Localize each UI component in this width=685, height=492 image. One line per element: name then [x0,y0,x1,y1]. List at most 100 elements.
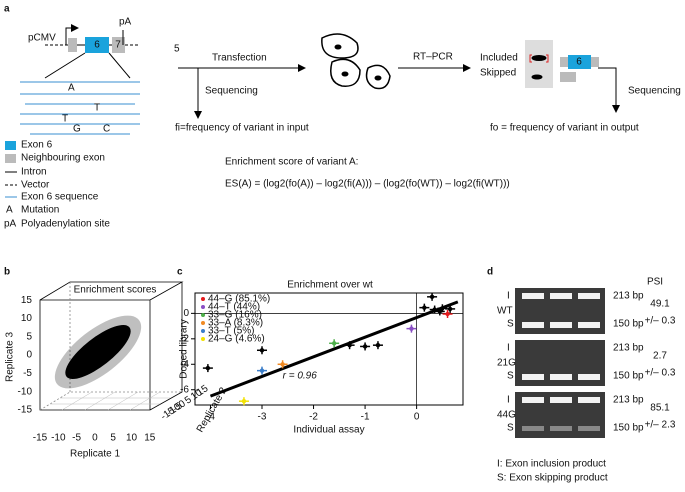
marker [375,342,381,348]
axis-label: Replicate 1 [70,449,120,460]
x-tick-label: 10 [126,433,138,444]
legend-symbol: pA [4,219,17,230]
panel-d-gels [515,288,605,438]
marker [429,294,435,300]
legend-symbol: A [6,205,13,216]
x-tick-label: -15 [33,433,48,444]
y-tick-label: 15 [21,295,33,306]
x-tick-label: -1 [361,412,370,423]
marker [432,307,437,312]
legend-label: Intron [21,167,47,178]
y-tick-label: 0 [183,308,189,319]
z-tick-label: 0 [177,398,188,410]
y-tick-label: 5 [26,331,32,342]
gel-label: Skipped [480,68,516,79]
x-tick-label: -4 [206,412,215,423]
step-label: RT–PCR [413,52,453,63]
point [257,366,267,375]
marker [347,342,352,348]
legend-label: Exon 6 [21,140,53,151]
psi-value: 85.1 [650,403,670,414]
polya: pA [119,17,132,28]
psi-error: +/– 0.3 [645,316,676,327]
y-tick-label: -6 [180,384,189,395]
x-tick-label: 5 [110,433,116,444]
mutation: C [103,124,110,135]
point [427,292,438,301]
size-label: 150 bp [613,371,644,382]
annotation: r = 0.96 [283,370,318,381]
exon-box: 6 [576,57,582,68]
legend-marker [201,329,205,333]
psi-value: 49.1 [650,299,670,310]
point [434,307,445,316]
panel-label: d [487,267,493,278]
legend-label: 44–G (85.1%) [208,294,270,305]
point [257,346,267,355]
footer: S: Exon skipping product [497,473,608,484]
marker [331,341,337,346]
mutation: T [94,103,100,114]
panel-b-shapes [39,281,184,411]
x-tick-label: -2 [309,412,318,423]
point [329,339,340,348]
panel-title: Enrichment scores [74,285,157,296]
psi-error: +/– 2.3 [645,420,676,431]
fit-line [209,300,459,398]
y-tick-label: -2 [180,333,189,344]
band-label: S [507,371,514,382]
band-label: I [507,291,510,302]
x-tick-label: -5 [72,433,81,444]
x-tick-label: -10 [51,433,66,444]
marker [445,311,450,317]
definition: fi=frequency of variant in input [175,123,309,134]
x-tick-label: 15 [144,433,156,444]
plot-frame [194,292,464,406]
marker [447,306,453,312]
size-label: 150 bp [613,423,644,434]
marker [362,344,368,349]
marker [205,365,211,371]
marker [409,326,414,331]
y-tick-label: 10 [21,313,33,324]
legend-label: Vector [21,180,50,191]
legend-label: 33–G (16%) [208,310,262,321]
psi-value: 2.7 [653,351,667,362]
legend-label: 33–T (5%) [208,326,255,337]
panel-label: a [4,4,10,15]
legend-label: Mutation [21,205,59,216]
legend-label: Exon 6 sequence [21,192,99,203]
z-tick-label: 5 [183,394,194,406]
marker [259,368,265,373]
marker [259,348,265,353]
legend-marker [201,297,205,301]
panel-a-shapes [5,24,620,198]
psi-error: +/– 0.3 [645,368,676,379]
band-label: I [507,343,510,354]
chart-title: Enrichment over wt [287,280,373,291]
row-label: WT [497,306,513,317]
legend-marker [201,313,205,317]
axis-label: Replicate 3 [5,332,16,382]
mutation: G [73,124,81,135]
band-label: I [507,395,510,406]
panel-label: b [4,267,10,278]
marker [280,362,285,367]
marker [241,398,247,404]
legend-label: Neighbouring exon [21,153,105,164]
point [419,303,430,312]
marker [422,305,427,310]
marker [437,309,443,314]
mutation: A [68,83,75,94]
legend-label: 24–G (4.6%) [208,334,265,345]
row-label: 21G [497,358,516,369]
step-label: Sequencing [205,86,258,97]
exon-6: 6 [94,40,100,51]
point [202,364,213,373]
gel-label: Included [480,53,518,64]
exon-7: 7 [115,40,121,51]
row-label: 44G [497,410,516,421]
y-tick-label: 0 [26,350,32,361]
x-tick-label: 0 [92,433,98,444]
